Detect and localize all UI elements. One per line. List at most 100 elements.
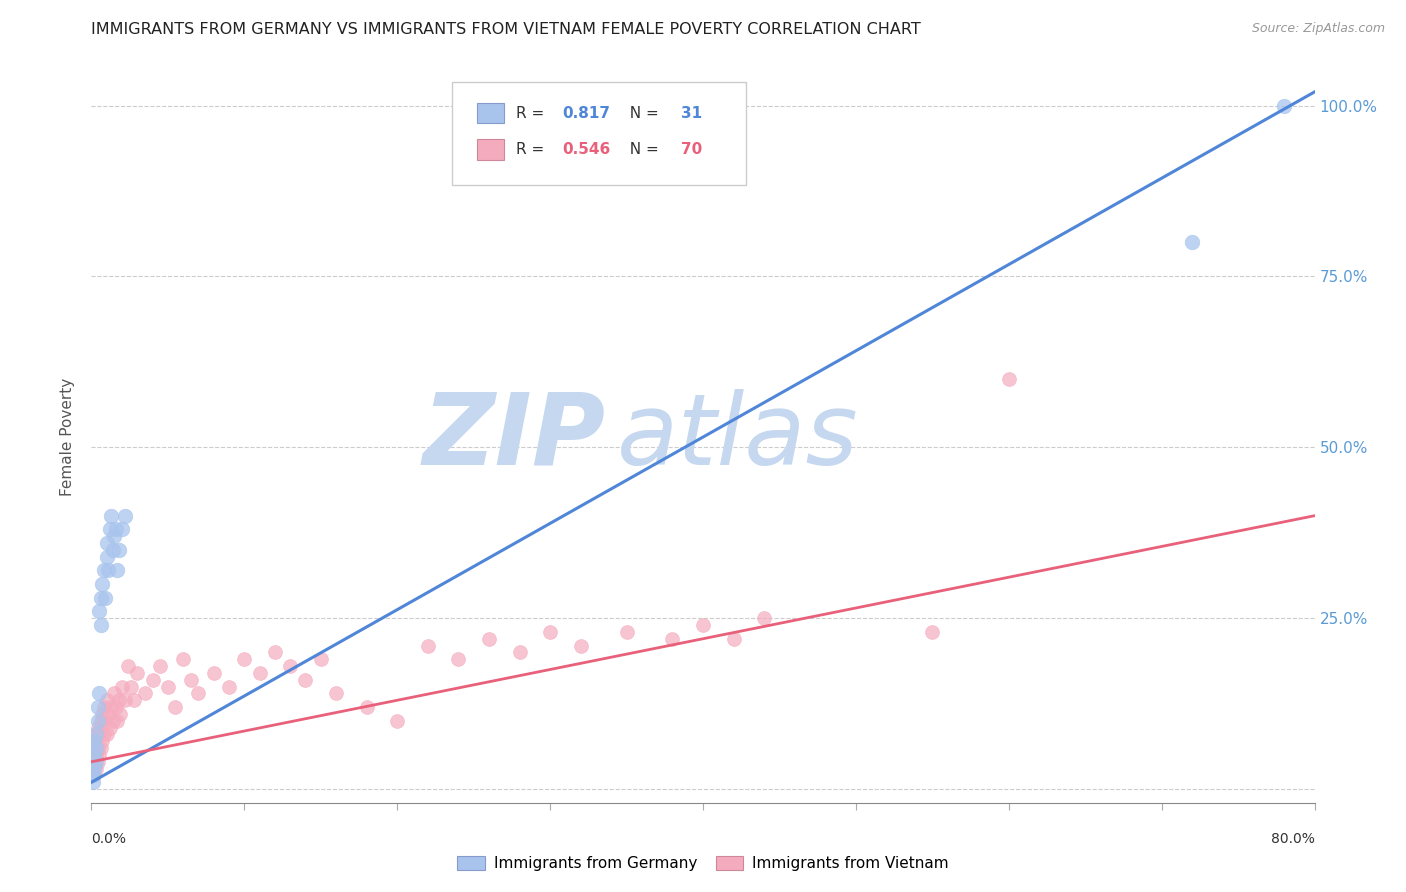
FancyBboxPatch shape xyxy=(477,103,503,123)
Point xyxy=(180,673,202,687)
Point xyxy=(233,652,256,666)
Point xyxy=(309,652,332,666)
FancyBboxPatch shape xyxy=(453,82,745,185)
Point xyxy=(661,632,683,646)
Point xyxy=(83,747,105,762)
Point xyxy=(104,700,127,714)
Point xyxy=(127,665,149,680)
Point xyxy=(278,659,301,673)
Point xyxy=(86,741,108,756)
Point xyxy=(103,529,125,543)
Point xyxy=(1272,98,1295,112)
Point xyxy=(83,734,105,748)
Point xyxy=(202,665,225,680)
Point xyxy=(90,618,112,632)
Point xyxy=(82,768,104,782)
Point xyxy=(108,542,131,557)
Point xyxy=(82,768,104,782)
Point xyxy=(94,591,117,605)
Y-axis label: Female Poverty: Female Poverty xyxy=(60,378,76,496)
Point xyxy=(87,604,110,618)
Point xyxy=(100,700,122,714)
Point xyxy=(94,714,117,728)
Point xyxy=(134,686,156,700)
Point xyxy=(111,680,134,694)
Point xyxy=(294,673,316,687)
Point xyxy=(156,680,179,694)
Point xyxy=(96,693,118,707)
Point xyxy=(98,721,121,735)
Point xyxy=(91,577,114,591)
Point xyxy=(93,700,115,714)
Point xyxy=(83,734,105,748)
Point xyxy=(86,714,108,728)
Point xyxy=(101,542,124,557)
Point xyxy=(87,686,110,700)
Text: ZIP: ZIP xyxy=(422,389,605,485)
Point xyxy=(104,522,127,536)
Point xyxy=(87,747,110,762)
Point xyxy=(149,659,172,673)
Point xyxy=(998,372,1021,386)
Point xyxy=(111,522,134,536)
Point xyxy=(100,508,122,523)
Point xyxy=(86,700,108,714)
Point xyxy=(108,693,131,707)
Point xyxy=(96,727,118,741)
Point xyxy=(172,652,194,666)
Point xyxy=(478,632,501,646)
Legend: Immigrants from Germany, Immigrants from Vietnam: Immigrants from Germany, Immigrants from… xyxy=(451,850,955,877)
Point xyxy=(83,768,105,782)
Point xyxy=(82,741,104,756)
Point xyxy=(90,714,112,728)
Point xyxy=(84,747,107,762)
Point xyxy=(86,721,108,735)
Point xyxy=(91,706,114,721)
Point xyxy=(723,632,745,646)
Point xyxy=(117,659,139,673)
Point xyxy=(416,639,439,653)
Text: R =: R = xyxy=(516,105,548,120)
Point xyxy=(921,624,943,639)
Text: 70: 70 xyxy=(681,142,702,157)
Point xyxy=(692,618,714,632)
Text: atlas: atlas xyxy=(617,389,859,485)
Point xyxy=(82,755,104,769)
Point xyxy=(84,762,107,776)
Point xyxy=(105,563,128,577)
Text: N =: N = xyxy=(620,142,664,157)
Point xyxy=(114,508,136,523)
FancyBboxPatch shape xyxy=(477,139,503,160)
Point xyxy=(82,775,104,789)
Point xyxy=(84,727,107,741)
Point xyxy=(218,680,240,694)
Text: 31: 31 xyxy=(681,105,702,120)
Point xyxy=(91,734,114,748)
Point xyxy=(86,755,108,769)
Point xyxy=(122,693,145,707)
Point xyxy=(249,665,271,680)
Point xyxy=(616,624,638,639)
Point xyxy=(90,591,112,605)
Text: IMMIGRANTS FROM GERMANY VS IMMIGRANTS FROM VIETNAM FEMALE POVERTY CORRELATION CH: IMMIGRANTS FROM GERMANY VS IMMIGRANTS FR… xyxy=(91,22,921,37)
Point xyxy=(93,563,115,577)
Point xyxy=(264,645,287,659)
Point xyxy=(165,700,187,714)
Text: N =: N = xyxy=(620,105,664,120)
Point xyxy=(325,686,347,700)
Text: 0.546: 0.546 xyxy=(562,142,610,157)
Point xyxy=(509,645,531,659)
Text: Source: ZipAtlas.com: Source: ZipAtlas.com xyxy=(1251,22,1385,36)
Point xyxy=(141,673,163,687)
Point xyxy=(87,727,110,741)
Point xyxy=(569,639,592,653)
Text: 0.0%: 0.0% xyxy=(91,832,127,846)
Point xyxy=(83,762,105,776)
Point xyxy=(98,522,121,536)
Text: 80.0%: 80.0% xyxy=(1271,832,1315,846)
Point xyxy=(447,652,470,666)
Point xyxy=(101,714,124,728)
Point xyxy=(105,714,128,728)
Point xyxy=(120,680,142,694)
Point xyxy=(754,611,776,625)
